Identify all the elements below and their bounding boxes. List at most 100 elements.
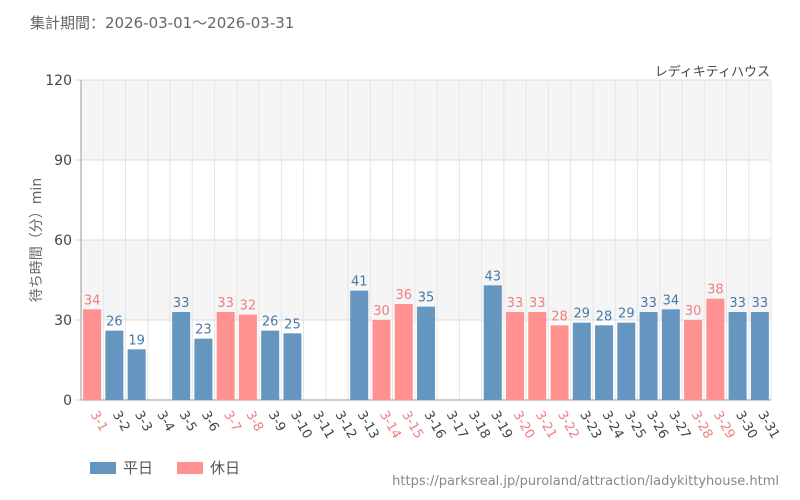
bar-value-label: 25 xyxy=(284,317,301,332)
bar xyxy=(684,320,703,400)
source-url[interactable]: https://parksreal.jp/puroland/attraction… xyxy=(392,474,779,489)
x-tick-label: 3-8 xyxy=(242,409,266,435)
legend-swatch-holiday xyxy=(177,461,204,474)
x-tick-label: 3-16 xyxy=(421,409,449,442)
bar-value-label: 33 xyxy=(507,296,524,311)
x-tick-label: 3-1 xyxy=(87,409,111,435)
x-tick-label: 3-2 xyxy=(109,409,133,435)
bar-value-label: 33 xyxy=(729,296,746,311)
legend-swatch-weekday xyxy=(90,461,116,474)
bar-value-label: 28 xyxy=(551,309,568,324)
x-tick-label: 3-7 xyxy=(220,409,244,435)
x-tick-label: 3-22 xyxy=(554,409,582,442)
x-tick-label: 3-4 xyxy=(153,409,177,435)
bar xyxy=(572,322,591,400)
bar xyxy=(394,304,413,400)
bar xyxy=(506,312,525,400)
bar xyxy=(595,325,614,400)
x-tick-label: 3-3 xyxy=(131,409,155,435)
attraction-name: レディキティハウス xyxy=(654,65,770,80)
bar xyxy=(83,309,102,400)
period-label: 集計期間：2026-03-01〜2026-03-31 xyxy=(30,14,295,32)
bar-value-label: 33 xyxy=(173,296,190,311)
bar-value-label: 26 xyxy=(262,315,279,330)
y-tick-label: 120 xyxy=(45,73,72,89)
bar-value-label: 34 xyxy=(84,293,101,308)
x-tick-label: 3-20 xyxy=(510,409,538,442)
x-tick-label: 3-18 xyxy=(465,409,493,442)
x-tick-label: 3-12 xyxy=(332,409,360,442)
x-tick-label: 3-27 xyxy=(665,409,693,442)
bar-value-label: 23 xyxy=(195,323,212,338)
bar-value-label: 30 xyxy=(685,304,702,319)
bar xyxy=(127,349,146,400)
x-tick-label: 3-30 xyxy=(732,409,760,442)
bar xyxy=(639,312,658,400)
bar xyxy=(417,306,435,400)
x-tick-label: 3-13 xyxy=(354,409,382,442)
x-tick-label: 3-25 xyxy=(621,409,649,442)
bar-value-label: 36 xyxy=(395,288,412,303)
bar-value-label: 33 xyxy=(217,296,234,311)
x-tick-label: 3-29 xyxy=(710,409,738,442)
bar xyxy=(706,298,725,400)
x-tick-label: 3-10 xyxy=(287,409,315,442)
bar xyxy=(172,312,191,400)
legend: 平日 休日 xyxy=(90,457,240,478)
x-tick-label: 3-26 xyxy=(643,409,671,442)
bar-value-label: 35 xyxy=(418,291,435,306)
bar-value-label: 43 xyxy=(485,269,502,284)
bar-value-label: 26 xyxy=(106,315,123,330)
bar-value-label: 33 xyxy=(752,296,769,311)
legend-label-weekday: 平日 xyxy=(123,459,154,477)
x-tick-label: 3-15 xyxy=(398,409,426,442)
bar-value-label: 30 xyxy=(373,304,390,319)
bar xyxy=(750,312,769,400)
x-tick-label: 3-23 xyxy=(576,409,604,442)
y-tick-label: 90 xyxy=(54,153,72,169)
legend-label-holiday: 休日 xyxy=(210,459,241,477)
y-tick-label: 60 xyxy=(54,233,72,249)
bar xyxy=(105,330,124,400)
bar xyxy=(216,312,235,400)
x-tick-label: 3-6 xyxy=(198,409,222,435)
y-tick-label: 30 xyxy=(54,313,72,329)
bar-value-label: 29 xyxy=(618,307,635,322)
bar xyxy=(261,330,280,400)
x-tick-label: 3-17 xyxy=(443,409,471,442)
x-tick-label: 3-9 xyxy=(265,409,289,435)
bar-value-label: 28 xyxy=(596,309,613,324)
legend-item-holiday: 休日 xyxy=(177,457,240,478)
bar-value-label: 19 xyxy=(128,333,145,348)
bar-value-label: 33 xyxy=(640,296,657,311)
bar xyxy=(550,325,569,400)
y-tick-label: 0 xyxy=(63,393,72,409)
bar xyxy=(238,314,257,400)
bar-value-label: 38 xyxy=(707,283,724,298)
bar-value-label: 29 xyxy=(574,307,591,322)
bar xyxy=(372,320,391,400)
x-tick-label: 3-19 xyxy=(487,409,515,442)
bar xyxy=(350,290,369,400)
bar-value-label: 33 xyxy=(529,296,546,311)
x-tick-label: 3-14 xyxy=(376,409,404,442)
x-tick-label: 3-28 xyxy=(688,409,716,442)
bar xyxy=(528,312,547,400)
bar-value-label: 41 xyxy=(351,275,368,290)
x-tick-label: 3-21 xyxy=(532,409,560,442)
x-tick-label: 3-5 xyxy=(176,409,200,435)
bar xyxy=(283,333,302,400)
bar xyxy=(661,309,680,400)
bar xyxy=(483,285,502,400)
x-tick-label: 3-11 xyxy=(309,409,337,442)
plot-band xyxy=(81,160,771,240)
bar-value-label: 34 xyxy=(663,293,680,308)
bar xyxy=(617,322,636,400)
plot-band xyxy=(81,80,771,160)
x-tick-label: 3-31 xyxy=(754,409,782,442)
bar-value-label: 32 xyxy=(240,299,257,314)
bar xyxy=(728,312,747,400)
bar xyxy=(194,338,213,400)
x-tick-label: 3-24 xyxy=(599,409,627,442)
